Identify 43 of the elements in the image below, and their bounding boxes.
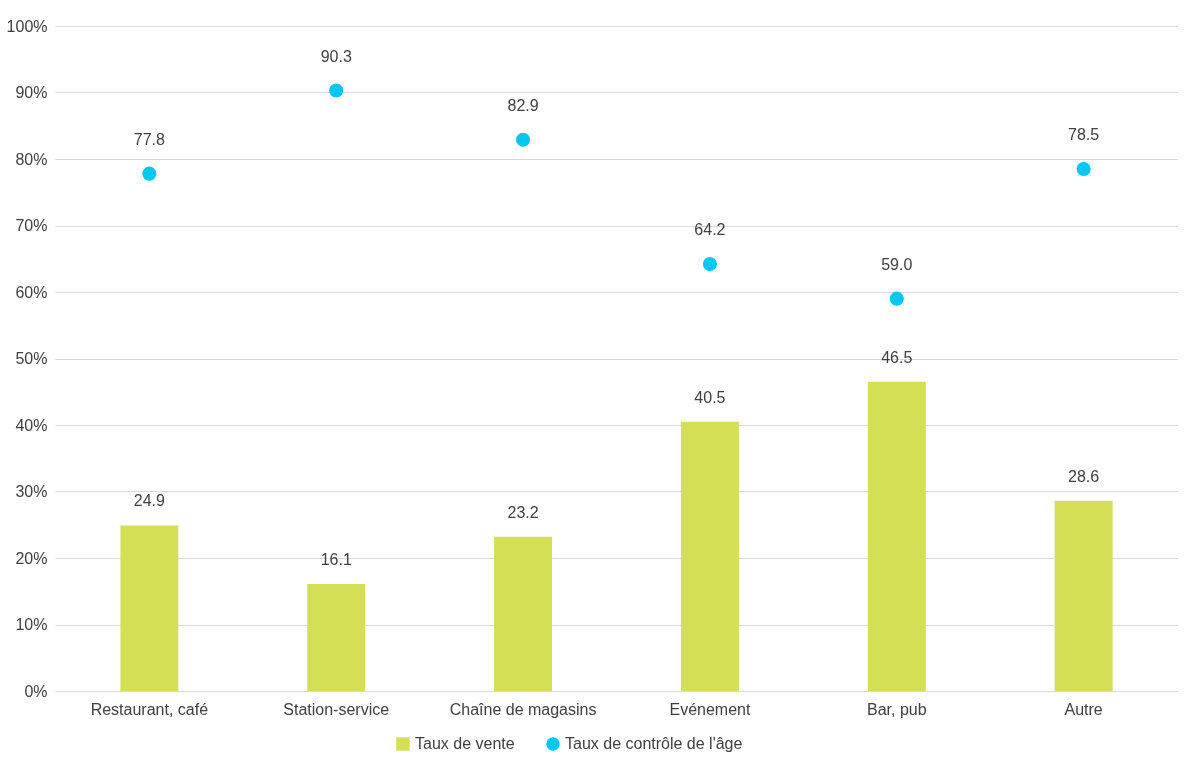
data-label: 78.5 — [1068, 125, 1100, 143]
data-label: 40.5 — [694, 388, 726, 406]
point — [329, 83, 344, 98]
data-label: 82.9 — [507, 96, 539, 114]
y-tick-label: 40% — [15, 416, 48, 434]
data-label: 46.5 — [881, 348, 913, 366]
legend-label: Taux de contrôle de l'âge — [565, 735, 743, 752]
y-tick-label: 60% — [15, 283, 48, 301]
y-tick-label: 0% — [24, 682, 48, 700]
point — [516, 132, 531, 147]
data-label: 64.2 — [694, 221, 726, 239]
data-label: 77.8 — [133, 130, 166, 148]
y-tick-label: 70% — [15, 217, 48, 234]
x-tick-label: Station-service — [283, 700, 390, 718]
y-tick-label: 100% — [6, 17, 48, 35]
point — [889, 291, 904, 306]
data-label: 16.1 — [320, 550, 352, 568]
y-tick-label: 50% — [15, 350, 48, 367]
x-tick-label: Evénement — [669, 700, 751, 718]
data-label: 59.0 — [881, 255, 913, 273]
x-tick-label: Autre — [1064, 700, 1103, 718]
data-label: 24.9 — [133, 492, 166, 510]
y-tick-label: 30% — [15, 483, 48, 500]
data-label: 28.6 — [1068, 467, 1100, 485]
y-tick-label: 10% — [15, 616, 48, 633]
bar — [120, 525, 179, 691]
legend-label: Taux de vente — [415, 735, 515, 752]
point — [1076, 161, 1091, 177]
point — [702, 257, 717, 272]
y-tick-label: 90% — [15, 84, 48, 101]
x-tick-label: Restaurant, café — [90, 700, 209, 718]
bar — [1054, 500, 1113, 691]
point — [142, 166, 157, 181]
x-tick-label: Chaîne de magasins — [449, 700, 597, 718]
data-label: 90.3 — [320, 47, 352, 65]
y-tick-label: 20% — [15, 549, 48, 567]
bar — [494, 536, 553, 691]
bar — [307, 583, 366, 691]
data-label: 23.2 — [507, 503, 539, 521]
y-tick-label: 80% — [15, 150, 48, 168]
bar — [680, 421, 739, 691]
x-tick-label: Bar, pub — [866, 700, 927, 718]
bar — [867, 381, 926, 691]
